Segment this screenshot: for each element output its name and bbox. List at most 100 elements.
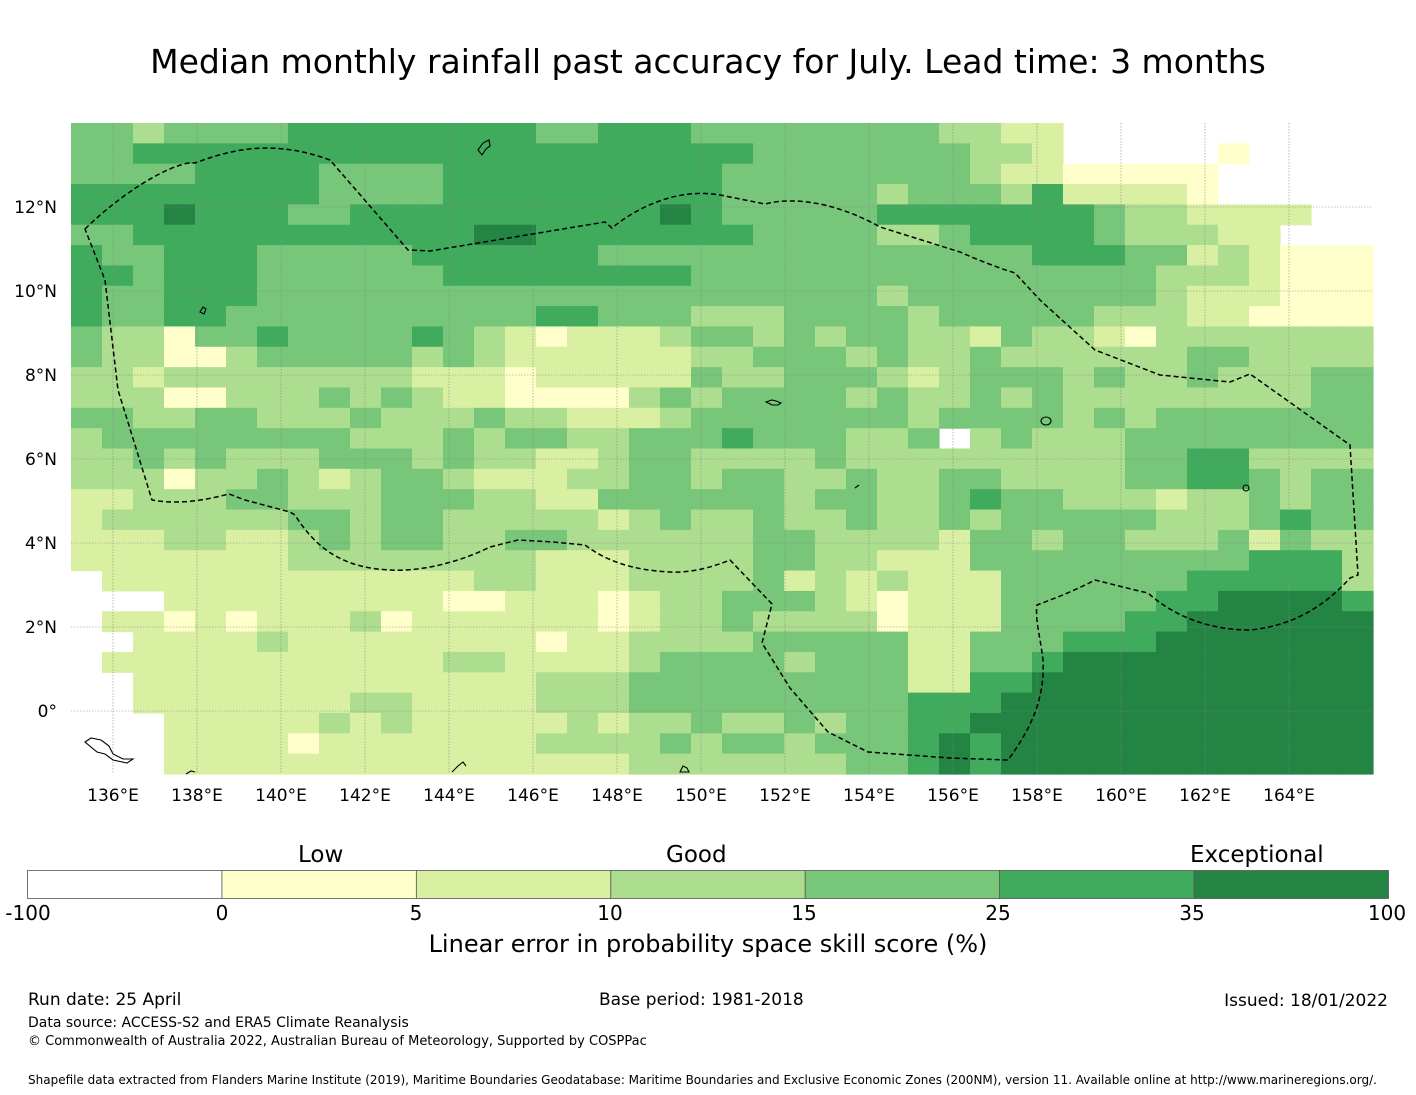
grid-cell (908, 631, 940, 653)
grid-cell (970, 306, 1002, 328)
grid-cell (753, 570, 785, 592)
grid-cell (226, 123, 258, 144)
y-tick-label: 6°N (25, 450, 57, 470)
grid-cell (1311, 611, 1343, 633)
grid-cell (1032, 346, 1064, 368)
grid-cell (815, 265, 847, 287)
grid-cell (164, 326, 196, 348)
grid-cell (350, 428, 382, 450)
grid-cell (195, 570, 227, 592)
grid-cell (226, 611, 258, 633)
grid-cell (877, 550, 909, 572)
grid-cell (877, 123, 909, 144)
grid-cell (443, 184, 475, 205)
grid-cell (1125, 468, 1157, 490)
grid-cell (753, 529, 785, 551)
grid-cell (257, 428, 289, 450)
grid-cell (629, 529, 661, 551)
grid-cell (660, 692, 692, 714)
grid-cell (1342, 387, 1374, 409)
grid-cell (412, 285, 444, 307)
grid-cell (1342, 489, 1374, 511)
grid-cell (1187, 245, 1219, 266)
grid-cell (629, 143, 661, 165)
x-tick-label: 148°E (591, 786, 643, 806)
grid-cell (1156, 285, 1188, 307)
grid-cell (722, 306, 754, 328)
grid-cell (629, 245, 661, 266)
grid-cell (1342, 672, 1374, 694)
grid-cell (908, 143, 940, 165)
grid-cell (598, 590, 630, 612)
grid-cell (1249, 367, 1281, 389)
grid-cell (102, 367, 134, 389)
grid-cell (505, 733, 537, 755)
grid-cell (350, 163, 382, 185)
grid-cell (691, 651, 723, 673)
grid-cell (629, 306, 661, 328)
grid-cell (722, 672, 754, 694)
grid-cell (257, 733, 289, 755)
grid-cell (195, 529, 227, 551)
issued-date: Issued: 18/01/2022 (1224, 991, 1388, 1011)
grid-cell (350, 285, 382, 307)
grid-cell (691, 184, 723, 205)
grid-cell (598, 387, 630, 409)
grid-cell (319, 346, 351, 368)
grid-cell (536, 367, 568, 389)
grid-cell (288, 346, 320, 368)
grid-cell (846, 184, 878, 205)
colorbar-tick: 100 (1367, 901, 1407, 925)
grid-cell (288, 509, 320, 531)
y-tick-label: 2°N (25, 618, 57, 638)
grid-cell (1001, 245, 1033, 266)
grid-cell (505, 184, 537, 205)
grid-cell (1032, 163, 1064, 185)
grid-cell (815, 631, 847, 653)
grid-cell (877, 712, 909, 734)
grid-cell (1063, 367, 1095, 389)
grid-cell (939, 529, 971, 551)
grid-cell (1249, 489, 1281, 511)
grid-cell (505, 407, 537, 429)
grid-cell (877, 753, 909, 775)
grid-cell (722, 143, 754, 165)
grid-cell (1032, 651, 1064, 673)
grid-cell (1156, 245, 1188, 266)
grid-cell (939, 692, 971, 714)
grid-cell (691, 468, 723, 490)
grid-cell (784, 611, 816, 633)
grid-cell (1342, 428, 1374, 450)
grid-cell (598, 692, 630, 714)
grid-cell (877, 733, 909, 755)
grid-cell (381, 651, 413, 673)
grid-cell (939, 326, 971, 348)
grid-cell (1001, 143, 1033, 165)
grid-cell (412, 326, 444, 348)
grid-cell (629, 204, 661, 226)
grid-cell (908, 326, 940, 348)
grid-cell (753, 692, 785, 714)
grid-cell (629, 672, 661, 694)
grid-cell (443, 529, 475, 551)
grid-cell (1063, 346, 1095, 368)
grid-cell (660, 733, 692, 755)
grid-cell (164, 143, 196, 165)
grid-cell (226, 387, 258, 409)
grid-cell (164, 489, 196, 511)
grid-cell (102, 224, 134, 246)
grid-cell (1156, 590, 1188, 612)
grid-cell (970, 224, 1002, 246)
grid-cell (443, 753, 475, 775)
grid-cell (1187, 326, 1219, 348)
grid-cell (226, 367, 258, 389)
grid-cell (443, 672, 475, 694)
grid-cell (1218, 651, 1250, 673)
grid-cell (102, 265, 134, 287)
grid-cell (598, 428, 630, 450)
colorbar-tick: 5 (409, 901, 423, 925)
grid-cell (1311, 468, 1343, 490)
grid-cell (846, 224, 878, 246)
x-tick-label: 156°E (927, 786, 979, 806)
grid-cell (195, 143, 227, 165)
